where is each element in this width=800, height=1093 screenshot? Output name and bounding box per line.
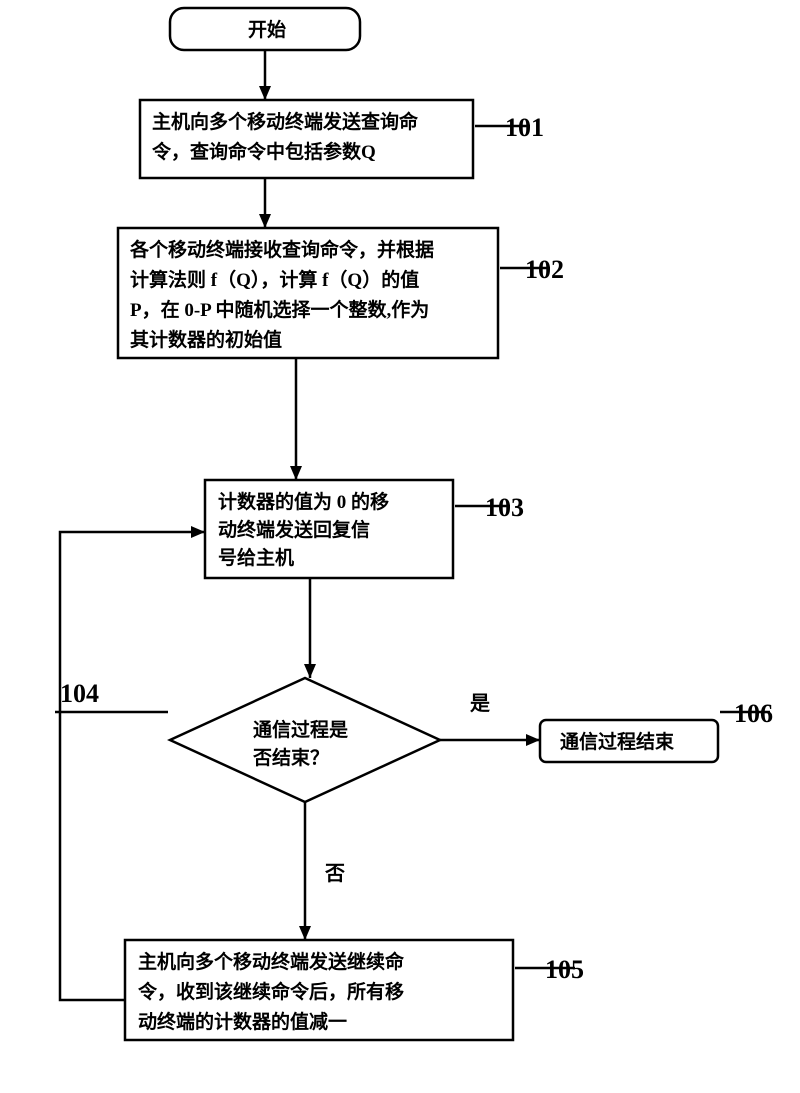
step-label: 101 <box>505 113 544 142</box>
node-text: 计数器的值为 0 的移 <box>218 490 389 513</box>
node-text: P，在 0-P 中随机选择一个整数,作为 <box>130 298 429 321</box>
node-text: 号给主机 <box>218 546 294 569</box>
node-text: 动终端发送回复信 <box>218 518 370 541</box>
edge <box>304 578 316 678</box>
step-label: 102 <box>525 255 564 284</box>
node-text: 令，收到该继续命令后，所有移 <box>138 980 404 1003</box>
edge <box>259 178 271 228</box>
edge <box>290 358 302 480</box>
node-text: 计算法则 f（Q），计算 f（Q）的值 <box>130 268 419 291</box>
node-text: 开始 <box>248 18 286 41</box>
node-n103: 计数器的值为 0 的移动终端发送回复信号给主机 103 <box>205 480 524 578</box>
flowchart-canvas: 开始主机向多个移动终端发送查询命令，查询命令中包括参数Q 101 各个移动终端接收查… <box>0 0 800 1093</box>
node-text: 令，查询命令中包括参数Q <box>152 140 376 163</box>
step-label: 106 <box>734 699 773 728</box>
node-text: 主机向多个移动终端发送继续命 <box>138 950 405 973</box>
edge-label: 否 <box>324 863 345 885</box>
node-text: 主机向多个移动终端发送查询命 <box>152 110 419 133</box>
node-n106: 通信过程结束 106 <box>540 699 773 762</box>
edge-label: 是 <box>469 692 490 715</box>
step-label: 103 <box>485 493 524 522</box>
node-n104: 通信过程是否结束？ 104 <box>60 678 440 802</box>
node-n102: 各个移动终端接收查询命令，并根据计算法则 f（Q），计算 f（Q）的值 P，在 0… <box>118 228 564 358</box>
node-text: 各个移动终端接收查询命令，并根据 <box>129 238 434 261</box>
edge: 否 <box>299 802 345 940</box>
edge <box>259 50 271 100</box>
node-start: 开始 <box>170 8 360 50</box>
step-label: 104 <box>60 679 99 708</box>
node-n101: 主机向多个移动终端发送查询命令，查询命令中包括参数Q 101 <box>140 100 544 178</box>
node-text: 通信过程是 <box>253 718 348 741</box>
node-text: 否结束？ <box>252 746 329 769</box>
step-label: 105 <box>545 955 584 984</box>
node-n105: 主机向多个移动终端发送继续命令，收到该继续命令后，所有移动终端的计数器的值减一 1… <box>125 940 584 1040</box>
edge: 是 <box>440 692 540 746</box>
node-text: 通信过程结束 <box>560 730 675 753</box>
node-text: 其计数器的初始值 <box>130 328 282 351</box>
edge <box>60 526 205 1000</box>
node-text: 动终端的计数器的值减一 <box>138 1010 347 1033</box>
